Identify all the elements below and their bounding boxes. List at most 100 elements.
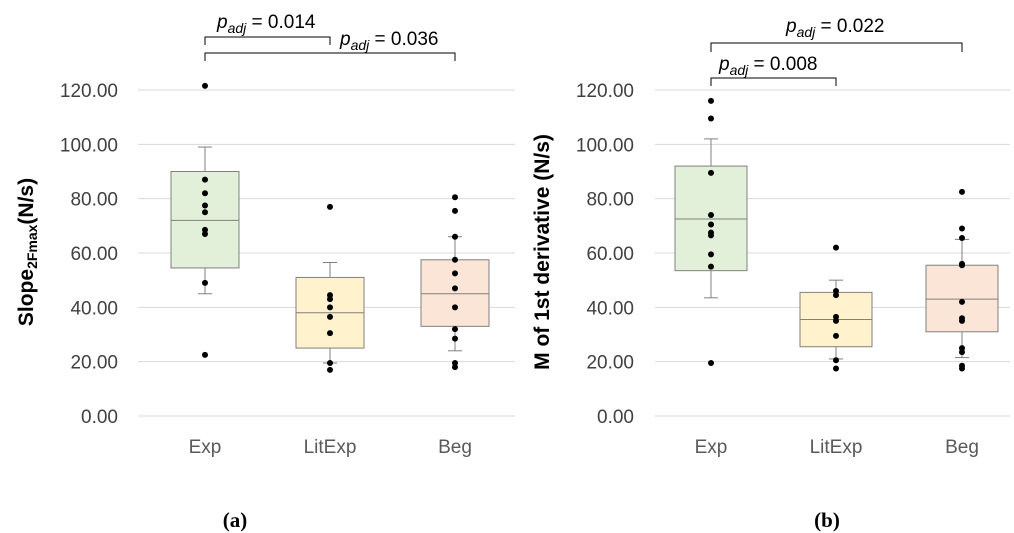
- data-point: [452, 233, 458, 240]
- data-point: [202, 279, 208, 286]
- data-point: [959, 298, 965, 305]
- p-symbol: p: [785, 16, 797, 37]
- y-tick-label: 0.00: [597, 407, 634, 428]
- y-tick-label: 0.00: [81, 407, 118, 428]
- data-point: [833, 292, 839, 299]
- y-tick-label: 20.00: [586, 353, 634, 374]
- data-point: [708, 97, 714, 104]
- data-point: [708, 251, 714, 258]
- data-point: [452, 326, 458, 333]
- x-tick-label: LitExp: [810, 437, 863, 458]
- data-point: [959, 188, 965, 195]
- data-point: [833, 244, 839, 251]
- p-symbol: p: [216, 12, 228, 33]
- data-point: [452, 304, 458, 311]
- p-value: = 0.036: [369, 29, 438, 50]
- data-point: [452, 256, 458, 263]
- data-point: [327, 366, 333, 373]
- data-point: [202, 190, 208, 197]
- data-point: [959, 225, 965, 232]
- y-tick-labels-a: 0.00 20.00 40.00 60.00 80.00 100.00 120.00: [60, 81, 118, 428]
- chart-panel-b: 0.00 20.00 40.00 60.00 80.00 100.00 120.00 Exp…: [531, 16, 1010, 532]
- p-subscript: adj: [797, 24, 817, 40]
- significance-bracket: [204, 52, 456, 61]
- data-point: [833, 365, 839, 372]
- y-tick-label: 80.00: [586, 190, 634, 211]
- x-tick-label: Beg: [438, 437, 472, 458]
- data-point: [327, 304, 333, 311]
- y-tick-label: 40.00: [70, 298, 118, 319]
- data-point: [708, 221, 714, 228]
- data-point: [327, 360, 333, 367]
- data-point: [202, 176, 208, 183]
- x-tick-label: LitExp: [304, 437, 357, 458]
- points-a: [202, 82, 458, 373]
- y-tick-labels-b: 0.00 20.00 40.00 60.00 80.00 100.00 120.00: [576, 81, 634, 428]
- category-labels-a: Exp LitExp Beg: [189, 437, 472, 458]
- p-value-label: padj = 0.008: [718, 54, 817, 78]
- data-point: [708, 263, 714, 270]
- y-tick-label: 60.00: [586, 244, 634, 265]
- data-point: [833, 357, 839, 364]
- data-point: [327, 330, 333, 337]
- significance-bracket: [710, 42, 963, 52]
- data-point: [708, 360, 714, 367]
- data-point: [452, 364, 458, 371]
- data-point: [452, 335, 458, 342]
- data-point: [959, 262, 965, 269]
- data-point: [959, 317, 965, 324]
- p-value: = 0.008: [748, 54, 817, 75]
- data-point: [708, 115, 714, 122]
- data-point: [327, 296, 333, 303]
- points-b: [708, 97, 965, 372]
- data-point: [833, 332, 839, 339]
- x-tick-label: Beg: [945, 437, 979, 458]
- data-point: [452, 270, 458, 277]
- y-tick-label: 100.00: [576, 135, 634, 156]
- chart-panel-a: 0.00 20.00 40.00 60.00 80.00 100.00 120.00 Exp…: [15, 12, 515, 532]
- panel-label-b: (b): [814, 508, 840, 532]
- p-value: = 0.014: [246, 12, 316, 33]
- data-point: [708, 232, 714, 239]
- data-point: [327, 203, 333, 210]
- y-tick-label: 120.00: [60, 81, 118, 102]
- data-point: [959, 349, 965, 356]
- significance-bracket: [710, 77, 837, 86]
- significance-bracket: [204, 36, 331, 45]
- data-point: [452, 194, 458, 201]
- y-tick-label: 80.00: [70, 190, 118, 211]
- y-tick-label: 120.00: [576, 81, 634, 102]
- p-subscript: adj: [730, 62, 750, 78]
- data-point: [202, 82, 208, 89]
- category-labels-b: Exp LitExp Beg: [695, 437, 979, 458]
- data-point: [202, 230, 208, 237]
- p-value-label: padj = 0.022: [785, 16, 884, 40]
- x-tick-label: Exp: [189, 437, 222, 458]
- x-tick-label: Exp: [695, 437, 728, 458]
- boxes-a: [170, 146, 490, 364]
- data-point: [708, 211, 714, 218]
- data-point: [452, 285, 458, 292]
- data-point: [202, 209, 208, 216]
- p-symbol: p: [718, 54, 730, 75]
- y-tick-label: 40.00: [586, 298, 634, 319]
- y-axis-label-a: Slope2Fmax(N/s): [15, 178, 40, 326]
- data-point: [833, 317, 839, 324]
- y-tick-label: 100.00: [60, 135, 118, 156]
- y-tick-label: 20.00: [70, 353, 118, 374]
- data-point: [202, 351, 208, 358]
- panel-label-a: (a): [223, 508, 248, 532]
- data-point: [959, 365, 965, 372]
- y-axis-label-b: M of 1st derivative (N/s): [531, 134, 554, 370]
- p-subscript: adj: [228, 20, 248, 36]
- p-symbol: p: [339, 29, 351, 50]
- data-point: [708, 169, 714, 176]
- data-point: [327, 313, 333, 320]
- p-subscript: adj: [351, 37, 371, 53]
- p-value-label: padj = 0.014: [216, 12, 316, 36]
- box-beg: [420, 259, 490, 327]
- p-value: = 0.022: [815, 16, 884, 37]
